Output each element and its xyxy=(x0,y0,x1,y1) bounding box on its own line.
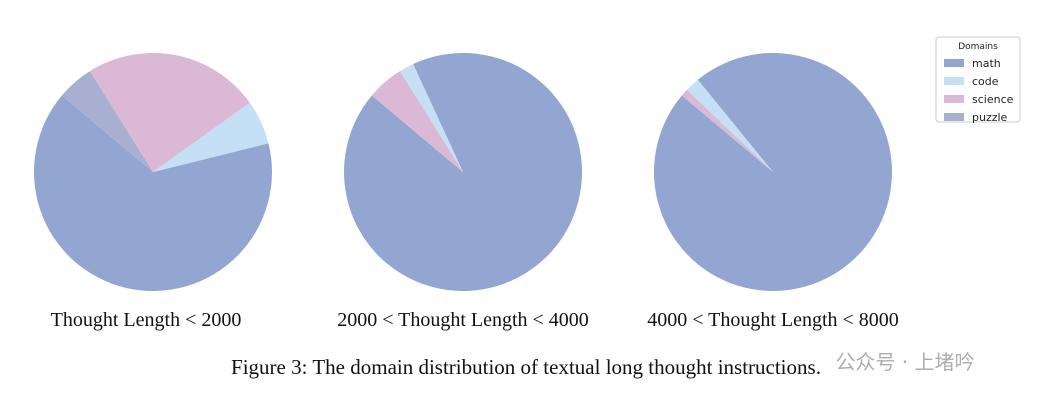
legend-label: science xyxy=(972,93,1014,106)
pie-slice xyxy=(653,53,892,292)
pie-slice xyxy=(681,89,773,172)
pie-slice xyxy=(153,102,269,172)
legend-swatch xyxy=(944,113,964,121)
legend-label: code xyxy=(972,75,999,88)
pie-title: 2000 < Thought Length < 4000 xyxy=(337,309,589,331)
legend-label: math xyxy=(972,57,1001,70)
pie-slice xyxy=(399,63,463,172)
legend-swatch xyxy=(944,77,964,85)
pie-slice xyxy=(686,79,773,172)
legend-swatch xyxy=(944,95,964,103)
watermark: 公众号 · 上堵吟 xyxy=(835,350,974,374)
caption: Figure 3: The domain distribution of tex… xyxy=(231,355,821,379)
pie-slice xyxy=(61,71,153,172)
pie-slice xyxy=(344,53,582,292)
pie-title: Thought Length < 2000 xyxy=(51,309,242,331)
pie-slice xyxy=(371,71,463,172)
pie-slice xyxy=(34,95,272,292)
legend-title: Domains xyxy=(958,42,998,52)
pie-title: 4000 < Thought Length < 8000 xyxy=(647,309,899,331)
legend-label: puzzle xyxy=(972,111,1008,124)
pie-slice xyxy=(89,52,250,172)
legend-swatch xyxy=(944,59,964,67)
